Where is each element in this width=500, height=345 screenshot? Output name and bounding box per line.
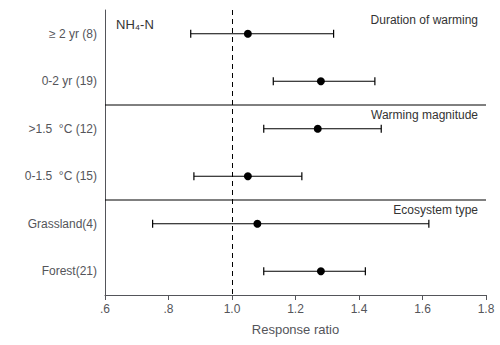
- svg-text:1.2: 1.2: [287, 302, 304, 316]
- svg-text:.6: .6: [100, 302, 110, 316]
- svg-text:0-2 yr (19): 0-2 yr (19): [42, 74, 97, 88]
- svg-text:1.4: 1.4: [351, 302, 368, 316]
- svg-text:NH₄-N: NH₄-N: [116, 17, 154, 32]
- svg-text:≥ 2 yr (8): ≥ 2 yr (8): [49, 27, 97, 41]
- svg-text:1.0: 1.0: [224, 302, 241, 316]
- svg-text:Duration of warming: Duration of warming: [371, 13, 478, 27]
- svg-text:Forest(21): Forest(21): [42, 264, 97, 278]
- svg-text:1.6: 1.6: [414, 302, 431, 316]
- svg-text:0-1.5 °C (15): 0-1.5 °C (15): [25, 169, 97, 183]
- svg-text:.8: .8: [163, 302, 173, 316]
- svg-text:Warming magnitude: Warming magnitude: [371, 108, 478, 122]
- svg-text:>1.5 °C (12): >1.5 °C (12): [29, 122, 98, 136]
- svg-text:1.8: 1.8: [478, 302, 495, 316]
- svg-text:Ecosystem type: Ecosystem type: [393, 203, 478, 217]
- svg-text:Response ratio: Response ratio: [252, 322, 339, 337]
- svg-text:Grassland(4): Grassland(4): [28, 217, 97, 231]
